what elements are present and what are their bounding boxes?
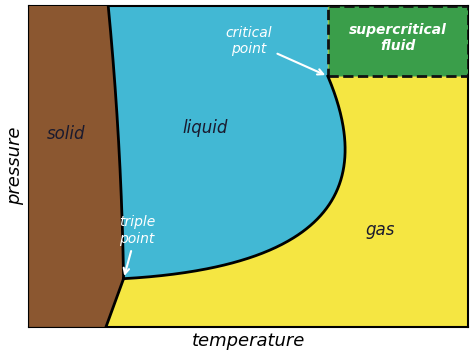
Text: solid: solid <box>47 125 86 143</box>
Text: critical
point: critical point <box>226 26 323 74</box>
Bar <box>328 6 468 76</box>
Polygon shape <box>108 6 345 279</box>
X-axis label: temperature: temperature <box>192 333 305 350</box>
Text: gas: gas <box>366 221 395 240</box>
Text: liquid: liquid <box>182 119 228 137</box>
Text: triple
point: triple point <box>118 215 155 274</box>
Polygon shape <box>29 6 124 327</box>
Y-axis label: pressure: pressure <box>6 127 24 205</box>
Text: supercritical
fluid: supercritical fluid <box>349 22 447 53</box>
